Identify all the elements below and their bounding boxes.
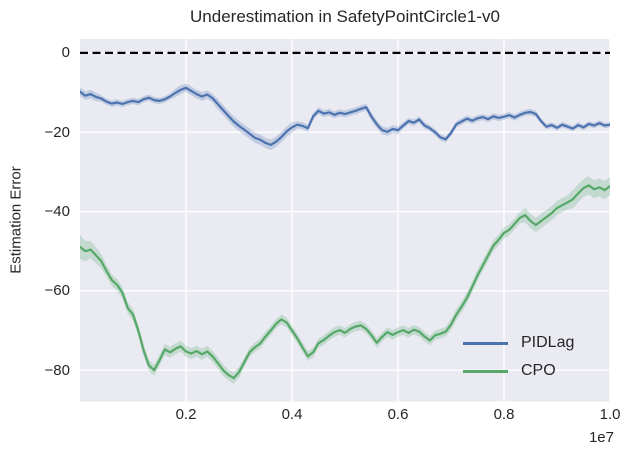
legend-item-pidlag: PIDLag <box>463 334 574 352</box>
x-tick-label: 0.6 <box>387 406 409 423</box>
y-tick-label: −60 <box>44 282 70 300</box>
legend-line-swatch <box>463 369 508 373</box>
legend-label: CPO <box>521 362 556 379</box>
x-tick-label: 0.2 <box>175 406 197 423</box>
series-line-pidlag <box>80 86 610 146</box>
legend: PIDLag CPO <box>463 334 574 390</box>
x-tick-label: 0.4 <box>281 406 303 423</box>
y-tick-label: −20 <box>44 123 70 141</box>
y-tick-label: 0 <box>61 44 70 62</box>
x-tick-label: 0.8 <box>493 406 515 423</box>
y-tick-label: −40 <box>44 203 70 221</box>
y-tick-label: −80 <box>44 361 70 379</box>
ci-band-pidlag <box>80 83 610 151</box>
x-tick-label: 1.0 <box>599 406 621 423</box>
series-line-cpo <box>80 184 610 380</box>
axes-background <box>80 39 610 402</box>
x-axis-offset-label: 1e7 <box>588 429 614 446</box>
legend-label: PIDLag <box>521 334 575 351</box>
legend-line-swatch <box>463 341 508 345</box>
legend-item-cpo: CPO <box>463 362 574 380</box>
chart-title: Underestimation in SafetyPointCircle1-v0 <box>190 7 500 26</box>
